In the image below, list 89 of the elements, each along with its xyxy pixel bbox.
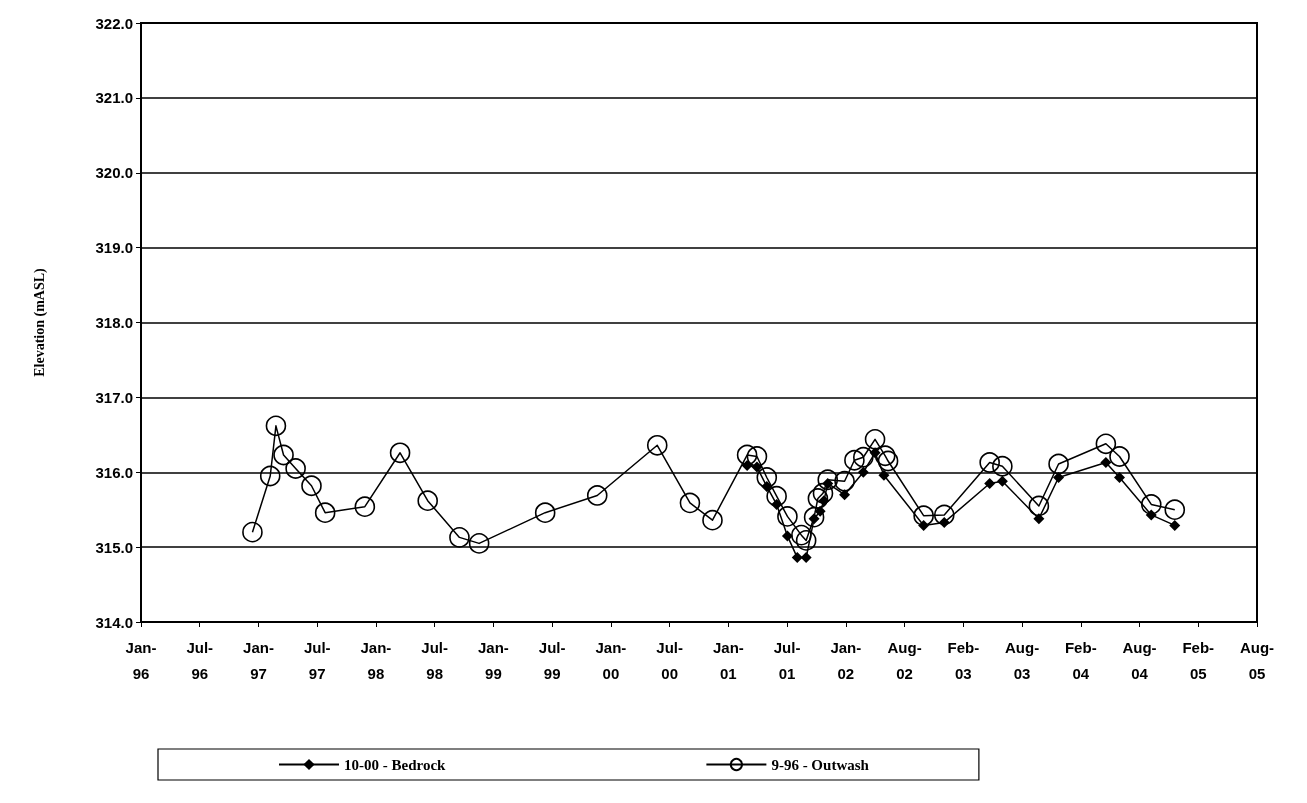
point — [468, 533, 490, 554]
point — [839, 489, 851, 501]
point — [736, 444, 758, 466]
x-tick-label: Aug- 03 — [1004, 638, 1040, 682]
x-tick-label: Aug- 04 — [1122, 638, 1157, 682]
point — [781, 530, 793, 542]
point — [1109, 446, 1130, 467]
x-tick-label: Jan- 99 — [478, 638, 509, 682]
point — [1028, 495, 1050, 517]
point — [992, 455, 1013, 477]
point — [812, 482, 834, 504]
x-tick-label: Feb- 03 — [947, 638, 980, 682]
point — [795, 530, 817, 551]
x-tick-label: Jan- 01 — [712, 638, 744, 682]
point — [265, 415, 287, 437]
x-tick-label: Jul- 96 — [186, 638, 214, 682]
point — [586, 485, 608, 506]
point — [844, 449, 865, 471]
y-tick-label: 319.0 — [95, 239, 133, 257]
x-tick-label: Aug- 02 — [887, 638, 922, 682]
point — [1100, 457, 1112, 469]
y-tick-label: 315.0 — [95, 538, 133, 556]
point — [646, 435, 668, 456]
point — [679, 492, 701, 514]
point — [1140, 494, 1162, 515]
point — [534, 502, 556, 523]
point — [1053, 471, 1065, 483]
legend-label: 10-00 - Bedrock — [344, 756, 447, 773]
point — [878, 469, 890, 481]
y-tick-label: 322.0 — [95, 14, 133, 32]
x-tick-label: Jul- 99 — [538, 638, 566, 682]
x-tick-label: Aug- 05 — [1239, 638, 1275, 682]
x-tick-label: Jul- 01 — [773, 638, 801, 682]
point — [301, 475, 322, 497]
point — [777, 506, 798, 527]
point — [285, 458, 306, 479]
x-tick-label: Jan- 98 — [360, 638, 392, 682]
point — [984, 477, 996, 489]
point — [242, 521, 263, 543]
point — [834, 470, 855, 492]
point — [314, 502, 336, 523]
point — [933, 504, 955, 526]
point — [913, 505, 934, 526]
point — [874, 445, 896, 467]
y-tick-label: 314.0 — [95, 613, 133, 631]
point — [803, 506, 825, 528]
point — [864, 429, 886, 450]
x-tick-label: Jan- 97 — [243, 638, 274, 682]
point — [996, 475, 1008, 487]
x-tick-label: Jan- 00 — [595, 638, 627, 682]
point — [857, 466, 869, 478]
point — [1033, 513, 1045, 525]
y-tick-label: 318.0 — [95, 314, 133, 331]
x-tick-label: Jul- 00 — [656, 638, 683, 682]
point — [766, 485, 787, 507]
legend-label: 9-96 - Outwash — [771, 756, 870, 773]
y-tick-label: 316.0 — [95, 463, 133, 481]
point — [1048, 453, 1069, 475]
y-tick-label: 321.0 — [95, 89, 133, 107]
point — [800, 552, 812, 564]
point — [259, 465, 281, 487]
x-tick-label: Feb- 05 — [1182, 638, 1215, 682]
point — [389, 442, 411, 464]
point — [853, 446, 874, 468]
point — [979, 452, 1000, 473]
x-tick-label: Jul- 98 — [421, 638, 449, 682]
point — [273, 444, 294, 466]
point — [1164, 499, 1186, 520]
point — [1114, 471, 1126, 483]
point — [354, 496, 376, 517]
y-tick-label: 317.0 — [95, 388, 133, 406]
point — [1169, 519, 1181, 531]
y-axis-title: Elevation (mASL) — [31, 267, 48, 377]
x-tick-label: Jul- 97 — [303, 638, 331, 682]
point — [877, 450, 899, 472]
x-tick-label: Feb- 04 — [1064, 638, 1097, 682]
point — [746, 446, 768, 467]
point — [791, 524, 812, 546]
y-tick-label: 320.0 — [95, 164, 133, 182]
point — [1095, 433, 1117, 455]
point — [807, 488, 829, 509]
x-tick-label: Jan- 96 — [125, 638, 157, 682]
point — [791, 552, 803, 564]
point — [449, 527, 470, 548]
point — [702, 509, 723, 531]
point — [817, 469, 839, 491]
x-tick-label: Jan- 02 — [830, 638, 862, 682]
point — [417, 490, 438, 511]
point — [756, 467, 778, 488]
